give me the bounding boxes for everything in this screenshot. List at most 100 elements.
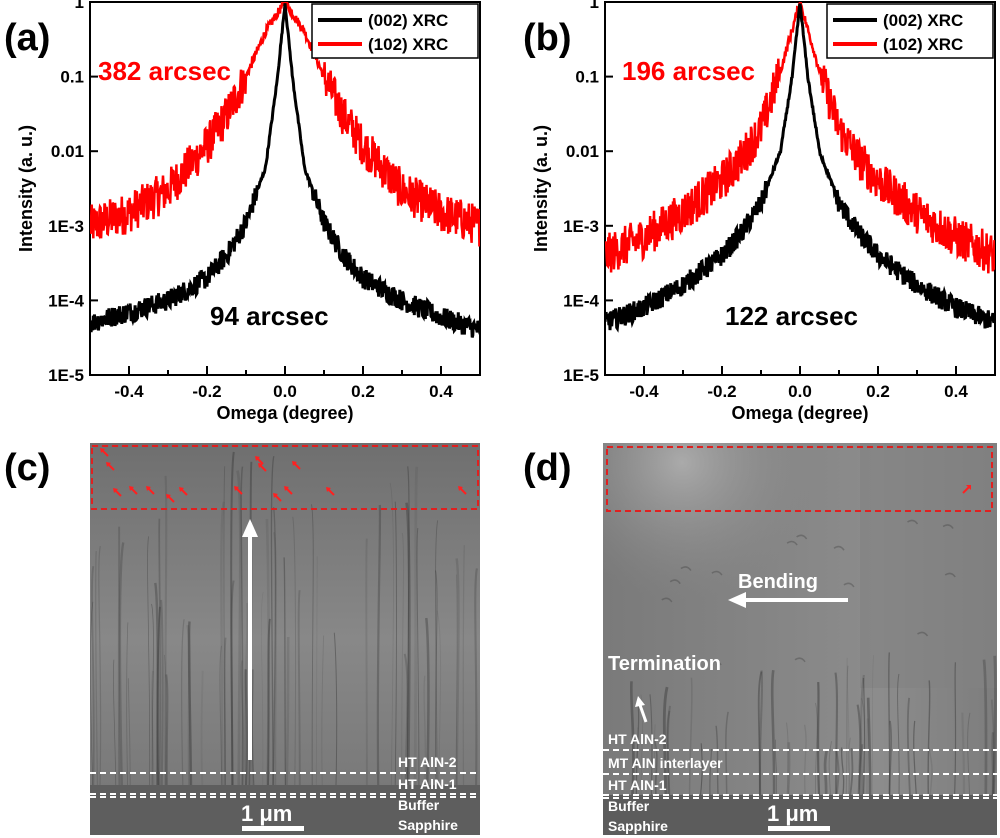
red-arrowhead xyxy=(106,462,111,467)
dislocation-line xyxy=(635,701,640,796)
tem-c-red-arrows xyxy=(100,448,467,503)
y-tick-label: 1E-4 xyxy=(563,291,599,310)
dislocation-line xyxy=(126,622,129,786)
dislocation-line xyxy=(927,680,931,796)
dislocation-line xyxy=(413,466,419,786)
series-102-line xyxy=(605,2,995,274)
y-axis-title: Intensity (a. u.) xyxy=(531,125,551,252)
dislocation-line xyxy=(186,624,191,786)
dislocation-line xyxy=(840,747,845,796)
dislocation-line xyxy=(770,670,776,796)
dislocation-line xyxy=(861,698,865,796)
dislocation-line xyxy=(872,655,874,796)
dislocation-line xyxy=(629,681,635,796)
dislocation-line xyxy=(666,705,671,796)
dislocation-line xyxy=(888,652,891,796)
red-arrowhead xyxy=(326,487,331,492)
dislocation-line xyxy=(828,741,832,796)
red-arrowhead xyxy=(100,448,105,453)
dislocation-line xyxy=(834,672,839,796)
dislocation-line xyxy=(649,694,653,796)
x-axis-title: Omega (degree) xyxy=(731,403,868,423)
dislocation-line xyxy=(265,518,270,786)
tem-d-highlight-box xyxy=(606,446,993,512)
tem-c-layer-ht-aln-1: HT AlN-1 xyxy=(398,776,457,792)
red-arrowhead xyxy=(258,463,263,468)
tem-c-scale-label: 1 μm xyxy=(241,801,292,826)
dislocation-line xyxy=(151,670,155,786)
dislocation-line xyxy=(147,536,151,786)
y-tick-label: 1E-3 xyxy=(563,217,599,236)
dislocation-line xyxy=(403,653,409,786)
y-tick-label: 1E-5 xyxy=(48,366,84,385)
dislocation-line xyxy=(401,532,405,786)
dislocation-line xyxy=(906,697,911,796)
dislocation-loop xyxy=(710,660,722,666)
dislocation-line xyxy=(456,574,458,786)
fwhm-label-102: 382 arcsec xyxy=(98,56,231,86)
y-tick-label: 1 xyxy=(75,0,84,12)
dislocation-line xyxy=(866,697,872,796)
tem-c-growth-arrowhead xyxy=(242,519,258,537)
dislocation-line xyxy=(165,674,169,786)
tem-image-d: Bending Termination HT AlN-2 MT AlN inte… xyxy=(603,443,997,835)
dislocation-line xyxy=(635,727,639,796)
red-arrowhead xyxy=(292,461,297,466)
dislocation-line xyxy=(118,542,125,786)
dislocation-line xyxy=(297,590,301,786)
dislocation-line xyxy=(376,504,382,786)
dislocation-line xyxy=(333,632,338,786)
legend-box xyxy=(311,3,479,59)
dislocation-line xyxy=(849,748,854,796)
fwhm-label-002: 122 arcsec xyxy=(725,301,858,331)
dislocation-loop xyxy=(907,519,919,525)
dislocation-line xyxy=(435,520,439,786)
dislocation-line xyxy=(775,739,778,796)
dislocation-line xyxy=(315,556,318,786)
tem-d-bending-arrowhead xyxy=(728,592,746,608)
dislocation-line xyxy=(285,636,290,786)
dislocation-line xyxy=(240,466,244,786)
x-tick-label: -0.4 xyxy=(629,382,659,401)
dislocation-line xyxy=(858,744,864,796)
dislocation-line xyxy=(230,451,235,786)
dislocation-line xyxy=(240,660,245,786)
dislocation-line xyxy=(244,669,249,786)
dislocation-line xyxy=(423,675,427,786)
tem-d-layer-sapphire: Sapphire xyxy=(608,818,668,834)
tem-image-c: HT AlN-2 HT AlN-1 Buffer Sapphire 1 μm xyxy=(90,443,480,835)
panel-label-c: (c) xyxy=(4,447,50,489)
dislocation-line xyxy=(156,606,161,786)
dislocation-line xyxy=(267,618,271,786)
dislocation-line xyxy=(990,699,996,796)
panel-label-b: (b) xyxy=(523,17,572,59)
chart-a: 1E-5 1E-4 1E-3 0.01 0.1 1 -0.4 -0.2 0.0 0.2 0.4 Ome… xyxy=(16,0,481,423)
dislocation-line xyxy=(862,677,866,796)
dislocation-line xyxy=(474,568,478,786)
chart-b: 1E-5 1E-4 1E-3 0.01 0.1 1 -0.4 -0.2 0.0 0.2 0.4 Ome… xyxy=(531,0,996,423)
y-tick-label: 1E-4 xyxy=(48,291,84,310)
dislocation-line xyxy=(220,501,225,786)
tem-d-termination-label: Termination xyxy=(608,653,721,675)
tem-c-layer-buffer: Buffer xyxy=(398,797,440,813)
y-axis-title: Intensity (a. u.) xyxy=(16,125,36,252)
dislocation-loop xyxy=(833,545,845,551)
dislocation-line xyxy=(394,501,397,786)
dislocation-line xyxy=(90,601,94,786)
tem-d-layer-ht-aln-1: HT AlN-1 xyxy=(608,777,667,793)
x-tick-label: 0.4 xyxy=(429,382,453,401)
red-arrowhead xyxy=(284,486,289,491)
dislocation-line xyxy=(158,518,162,786)
dislocation-line xyxy=(666,710,671,796)
dislocation-line xyxy=(273,532,277,786)
dislocation-line xyxy=(223,466,226,786)
y-tick-label: 1E-3 xyxy=(48,217,84,236)
fwhm-label-102: 196 arcsec xyxy=(622,56,755,86)
panel-label-d: (d) xyxy=(523,447,572,489)
tem-d-termination-arrow xyxy=(638,704,648,723)
tem-d-grain xyxy=(860,443,997,688)
dislocation-loop xyxy=(794,657,806,663)
dislocation-line xyxy=(113,659,117,786)
dislocation-line xyxy=(405,502,411,786)
x-tick-label: -0.2 xyxy=(707,382,736,401)
